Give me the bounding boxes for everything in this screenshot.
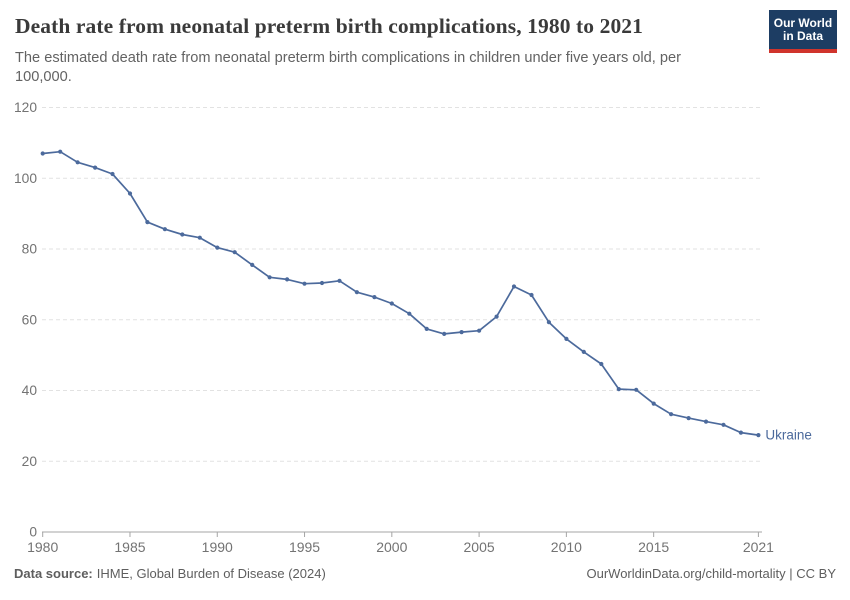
y-tick-label: 0 (29, 525, 37, 540)
data-point (354, 290, 359, 295)
data-point (389, 301, 394, 306)
x-tick-label: 2010 (551, 539, 582, 555)
x-tick-label: 2021 (743, 539, 774, 555)
data-source: Data source: IHME, Global Burden of Disea… (14, 566, 326, 581)
data-point (110, 171, 115, 177)
x-tick-label: 2000 (376, 539, 407, 555)
data-point (145, 220, 150, 225)
data-point (511, 284, 517, 289)
data-point (599, 361, 604, 367)
y-tick-label: 100 (14, 171, 37, 186)
data-point (337, 278, 342, 283)
data-point (93, 165, 98, 170)
owid-logo-line2: in Data (782, 28, 823, 43)
data-point (75, 160, 80, 165)
data-point (40, 151, 45, 156)
data-point (127, 191, 133, 196)
data-point (232, 250, 237, 255)
data-point (319, 280, 325, 286)
data-source-value: IHME, Global Burden of Disease (2024) (96, 566, 326, 581)
owid-logo: Our World in Data (769, 10, 837, 53)
x-tick-label: 1980 (27, 539, 58, 555)
data-point (634, 387, 639, 392)
data-point (58, 149, 63, 154)
data-point (285, 277, 290, 282)
data-point (180, 232, 185, 237)
data-point (197, 235, 202, 240)
data-point (686, 416, 691, 421)
data-point (442, 331, 447, 336)
data-source-label: Data source: (14, 566, 93, 581)
y-tick-label: 80 (22, 242, 38, 257)
x-tick-label: 2015 (638, 539, 669, 555)
data-point (424, 326, 429, 331)
chart-subtitle: The estimated death rate from neonatal p… (15, 50, 681, 85)
data-point (267, 275, 272, 280)
data-point (407, 311, 412, 316)
y-tick-label: 60 (22, 312, 38, 327)
data-point (581, 349, 586, 354)
page-title: Death rate from neonatal preterm birth c… (15, 14, 644, 38)
data-point (721, 422, 726, 427)
data-point (459, 330, 464, 335)
data-point (302, 281, 307, 286)
data-point (215, 245, 220, 250)
data-point (669, 412, 674, 417)
y-tick-label: 20 (22, 454, 38, 469)
owid-link[interactable]: OurWorldinData.org/child-mortality | CC … (586, 566, 837, 581)
chart-footer: Data source: IHME, Global Burden of Disea… (0, 566, 850, 581)
data-point (494, 314, 499, 319)
data-point (703, 419, 709, 424)
x-tick-label: 1985 (114, 539, 145, 555)
series-label: Ukraine (765, 428, 812, 443)
x-tick-label: 2005 (464, 539, 495, 555)
data-point (756, 433, 761, 438)
y-tick-label: 40 (22, 383, 38, 398)
data-point (477, 328, 482, 333)
data-point (546, 320, 552, 325)
data-point (250, 262, 255, 267)
data-point (564, 336, 569, 341)
data-point (616, 387, 621, 392)
y-tick-label: 120 (14, 100, 37, 115)
x-tick-label: 1990 (202, 539, 233, 555)
data-point (372, 295, 377, 300)
data-point (651, 401, 656, 406)
data-point (738, 430, 744, 435)
data-point (162, 227, 167, 232)
owid-logo-line1: Our World (773, 15, 833, 30)
data-point (529, 292, 534, 298)
series-line (42, 150, 759, 436)
x-tick-label: 1995 (289, 539, 320, 555)
